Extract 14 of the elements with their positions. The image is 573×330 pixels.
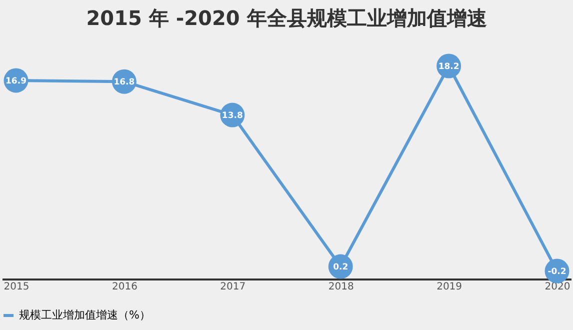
x-tick-label: 2017 [220, 282, 246, 292]
data-label: 13.8 [222, 111, 243, 122]
data-label: 16.8 [114, 78, 135, 88]
data-label: -0.2 [548, 267, 566, 277]
chart-title: 2015 年 -2020 年全县规模工业增加值增速 [86, 6, 487, 30]
x-tick-label: 2016 [112, 282, 138, 292]
data-label: 18.2 [438, 62, 460, 72]
x-tick-label: 2015 [4, 282, 30, 292]
legend-label: 规模工业增加值增速（%） [19, 308, 150, 322]
x-tick-label: 2018 [328, 282, 354, 292]
x-tick-label: 2020 [544, 282, 570, 292]
data-label: 16.9 [6, 76, 27, 86]
x-tick-label: 2019 [436, 282, 462, 292]
data-label: 0.2 [333, 262, 348, 273]
